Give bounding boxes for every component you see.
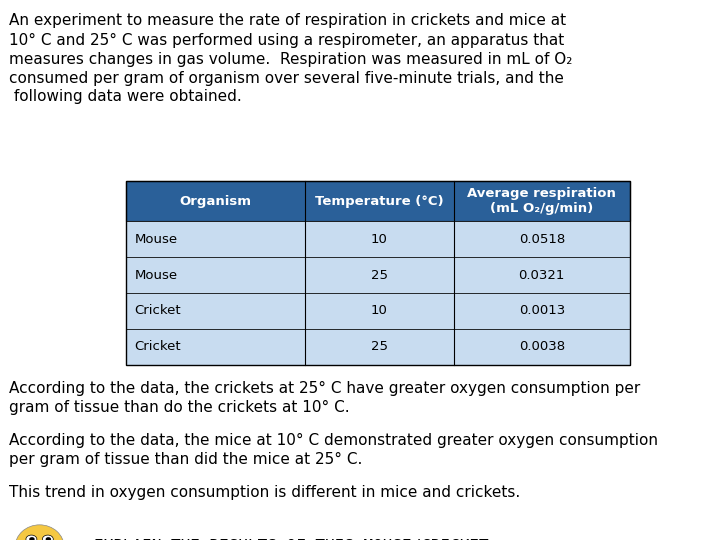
Text: 0.0038: 0.0038 (518, 340, 565, 353)
Text: 25: 25 (371, 268, 388, 281)
Text: measures changes in gas volume.  Respiration was measured in mL of O₂: measures changes in gas volume. Respirat… (9, 51, 572, 66)
Text: 0.0013: 0.0013 (518, 305, 565, 318)
Text: EXPLAIN THE RESULTS OF THIS MOUSE/CRICKET: EXPLAIN THE RESULTS OF THIS MOUSE/CRICKE… (94, 539, 488, 540)
Text: Cricket: Cricket (135, 340, 181, 353)
Text: This trend in oxygen consumption is different in mice and crickets.: This trend in oxygen consumption is diff… (9, 485, 520, 500)
Bar (126, 329, 630, 365)
Text: According to the data, the crickets at 25° C have greater oxygen consumption per: According to the data, the crickets at 2… (9, 381, 640, 396)
Circle shape (42, 535, 53, 540)
Ellipse shape (15, 525, 64, 540)
Text: According to the data, the mice at 10° C demonstrated greater oxygen consumption: According to the data, the mice at 10° C… (9, 433, 657, 448)
Circle shape (45, 537, 51, 540)
Text: consumed per gram of organism over several five-minute trials, and the: consumed per gram of organism over sever… (9, 71, 564, 85)
Text: gram of tissue than do the crickets at 10° C.: gram of tissue than do the crickets at 1… (9, 400, 349, 415)
Text: Cricket: Cricket (135, 305, 181, 318)
Text: Temperature (°C): Temperature (°C) (315, 194, 444, 208)
Bar (126, 221, 630, 257)
Text: Average respiration
(mL O₂/g/min): Average respiration (mL O₂/g/min) (467, 187, 616, 215)
Text: 10: 10 (371, 305, 387, 318)
Text: Mouse: Mouse (135, 268, 178, 281)
Bar (126, 181, 630, 364)
Text: per gram of tissue than did the mice at 25° C.: per gram of tissue than did the mice at … (9, 451, 362, 467)
Text: 25: 25 (371, 340, 388, 353)
Bar (126, 293, 630, 329)
Text: 0.0518: 0.0518 (518, 233, 565, 246)
Circle shape (30, 537, 35, 540)
Circle shape (26, 535, 37, 540)
Text: Organism: Organism (179, 194, 251, 208)
Bar (126, 181, 630, 221)
Text: 0.0321: 0.0321 (518, 268, 565, 281)
Bar (126, 257, 630, 293)
Text: following data were obtained.: following data were obtained. (9, 90, 241, 105)
Text: Mouse: Mouse (135, 233, 178, 246)
Text: 10° C and 25° C was performed using a respirometer, an apparatus that: 10° C and 25° C was performed using a re… (9, 32, 564, 48)
Text: 10: 10 (371, 233, 387, 246)
Text: An experiment to measure the rate of respiration in crickets and mice at: An experiment to measure the rate of res… (9, 14, 566, 29)
